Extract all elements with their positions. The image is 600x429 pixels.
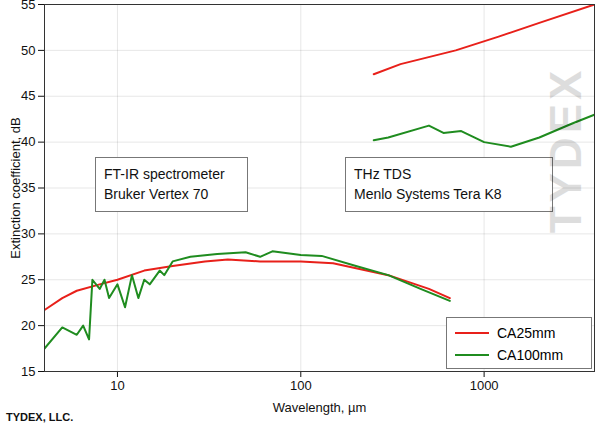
html-text:CA100mm: CA100mm bbox=[497, 347, 564, 363]
svg-text:Wavelength, µm: Wavelength, µm bbox=[273, 400, 367, 415]
svg-text:25: 25 bbox=[21, 272, 35, 287]
svg-text:45: 45 bbox=[21, 88, 35, 103]
svg-text:1000: 1000 bbox=[470, 378, 499, 393]
svg-text:100: 100 bbox=[290, 378, 312, 393]
html-text:Bruker Vertex 70: Bruker Vertex 70 bbox=[104, 186, 209, 202]
svg-text:50: 50 bbox=[21, 43, 35, 58]
svg-text:Extinction coefficient, dB: Extinction coefficient, dB bbox=[8, 117, 23, 258]
html-text:THz TDS: THz TDS bbox=[354, 166, 412, 182]
svg-text:15: 15 bbox=[21, 364, 35, 379]
svg-text:20: 20 bbox=[21, 318, 35, 333]
svg-text:55: 55 bbox=[21, 0, 35, 12]
svg-text:35: 35 bbox=[21, 180, 35, 195]
html-text:Menlo Systems Tera K8: Menlo Systems Tera K8 bbox=[354, 186, 502, 202]
html-text:CA25mm: CA25mm bbox=[497, 325, 556, 341]
html-text:FT-IR spectrometer: FT-IR spectrometer bbox=[104, 166, 225, 182]
html-text:TYDEX: TYDEX bbox=[541, 66, 590, 234]
html-text:TYDEX, LLC.: TYDEX, LLC. bbox=[6, 411, 74, 423]
svg-text:30: 30 bbox=[21, 226, 35, 241]
svg-text:40: 40 bbox=[21, 134, 35, 149]
svg-text:10: 10 bbox=[110, 378, 124, 393]
